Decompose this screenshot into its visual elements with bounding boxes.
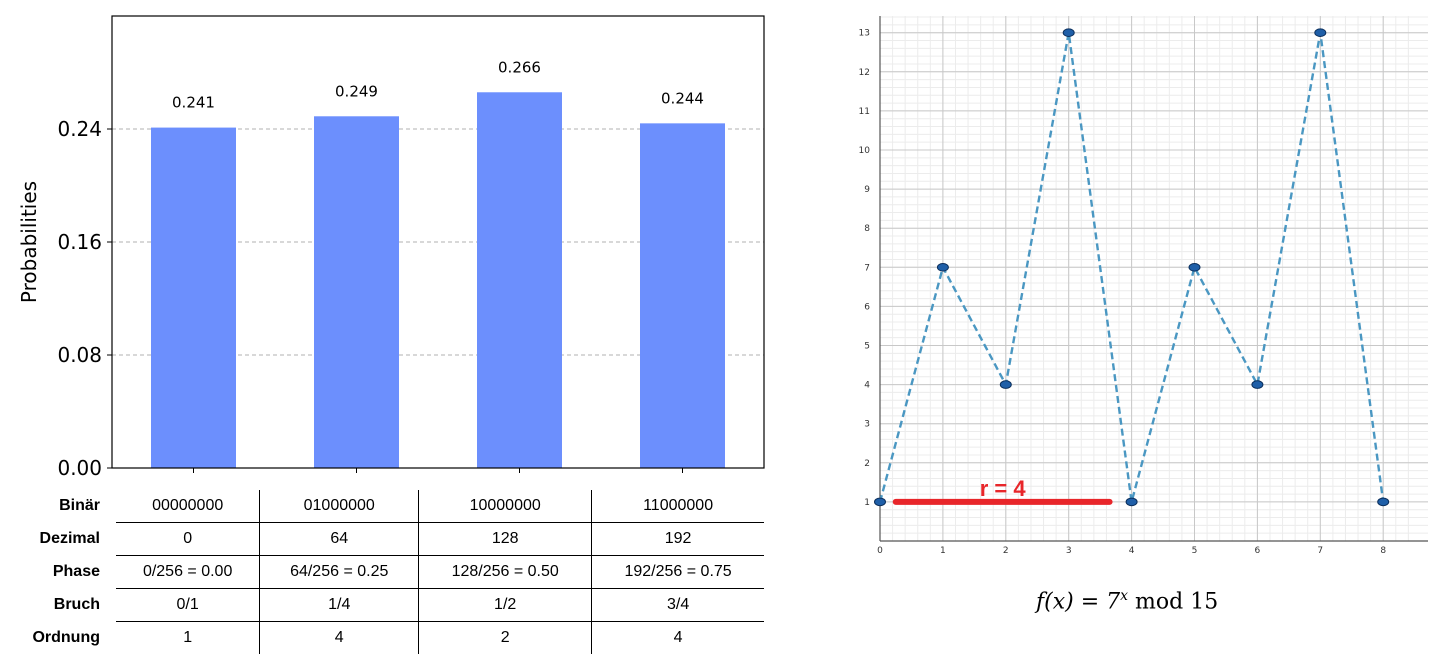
x-tick-label: 1 [940,546,946,556]
formula-lhs: f(x) = 7 [1036,589,1121,615]
y-axis-label: Probabilities [17,181,41,303]
period-label: r = 4 [980,476,1027,501]
bar [151,127,236,469]
row-header: Bruch [53,596,100,613]
x-tick-label: 3 [1066,546,1072,556]
table-cell: 01000000 [259,490,419,523]
table-row: Binär 00000000 01000000 10000000 11000000 [16,490,764,523]
bar-data-label: 0.244 [661,89,704,107]
data-point [1314,28,1327,38]
table-cell: 2 [418,621,592,654]
x-tick-label: 4 [1129,546,1135,556]
series-line [878,32,1385,503]
y-tick-label: 8 [864,224,870,234]
y-tick-label: 5 [864,342,870,352]
y-tick-label: 2 [864,459,870,469]
table-cell: 128 [418,522,592,556]
table-cell: 128/256 = 0.50 [418,555,592,589]
row-header: Phase [52,563,100,580]
bar-data-label: 0.266 [498,58,541,76]
table-cell: 0/1 [116,588,260,622]
row-header: Ordnung [32,628,100,646]
bar [640,123,725,468]
row-header: Binär [59,497,100,515]
y-tick-label: 13 [859,29,870,39]
data-point [936,263,949,272]
formula-exponent: x [1120,588,1129,604]
data-point [999,380,1012,389]
table-cell: 1/2 [418,588,592,622]
y-tick-label: 10 [859,146,871,156]
y-tick-label: 1 [864,498,870,508]
data-point [1251,380,1264,389]
y-tick-label: 9 [864,185,870,195]
y-tick-label: 7 [864,263,870,273]
x-tick-label: 2 [1003,546,1009,556]
data-point [1188,263,1201,272]
table-cell: 64 [259,522,419,556]
table-cell: 1 [116,621,260,654]
row-header: Dezimal [39,530,100,547]
y-tick-label: 0.24 [57,117,102,141]
formula-rhs: mod 15 [1128,589,1219,615]
table-cell: 0 [116,522,260,556]
y-tick-label: 0.00 [57,456,102,480]
table-cell: 64/256 = 0.25 [259,555,419,589]
data-point [1062,28,1075,38]
x-tick-label: 0 [877,546,883,556]
table-row: Phase 0/256 = 0.00 64/256 = 0.25 128/256 = … [16,555,764,589]
bar [477,92,562,469]
y-tick-label: 11 [859,107,870,117]
table-row: Dezimal 0 64 128 192 [16,522,764,556]
y-tick-label: 0.08 [57,343,102,367]
bar [314,116,399,468]
table-row: Ordnung 1 4 2 4 [16,621,764,654]
table-cell: 192 [591,522,764,556]
x-tick-label: 8 [1380,546,1386,556]
table-cell: 11000000 [591,490,764,523]
bar-chart: 0.241 0.249 0.266 0.244 0.00 0.08 0.16 0.24 Prob… [17,15,765,480]
x-tick-label: 6 [1255,546,1261,556]
table-cell: 0/256 = 0.00 [116,555,260,589]
data-point [874,497,886,507]
y-tick-label: 4 [864,381,870,391]
table-cell: 4 [259,621,419,654]
table-cell: 10000000 [418,490,592,523]
data-point [1377,497,1390,507]
y-tick-label: 12 [859,68,870,78]
data-point [1125,497,1138,507]
x-tick-label: 7 [1317,546,1323,556]
table-cell: 3/4 [591,588,764,622]
table-cell: 4 [591,621,764,654]
bar-data-label: 0.249 [335,82,378,100]
table-cell: 1/4 [259,588,419,622]
table-row: Bruch 0/1 1/4 1/2 3/4 [16,588,764,622]
y-tick-label: 3 [864,420,870,430]
result-table: Binär 00000000 01000000 10000000 11000000 Dez… [16,490,764,654]
y-tick-label: 0.16 [57,230,102,254]
y-tick-label: 6 [864,302,870,312]
x-tick-label: 5 [1192,546,1198,556]
table-cell: 00000000 [152,497,224,514]
table-cell: 192/256 = 0.75 [591,555,764,589]
bar-data-label: 0.241 [172,94,215,112]
formula: f(x) = 7x mod 15 [1036,588,1218,614]
